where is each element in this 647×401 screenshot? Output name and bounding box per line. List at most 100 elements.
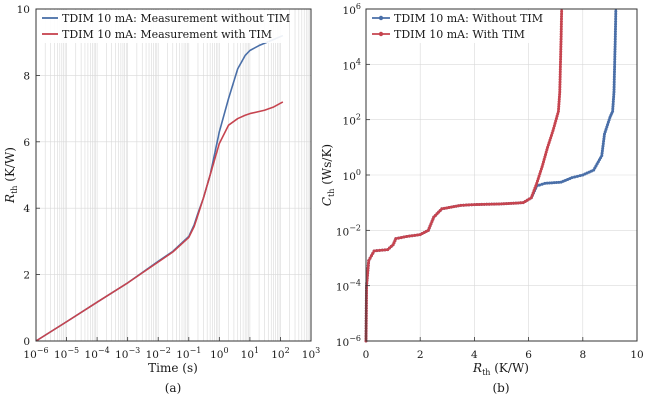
panel-b-y-tick-label-base: 10: [343, 116, 356, 128]
panel-a-x-tick-label-base: 10: [176, 349, 189, 361]
panel-b-data-marker-with-tim: [559, 25, 563, 29]
panel-b-data-marker-with-tim: [530, 193, 534, 197]
panel-b-data-marker-with-tim: [509, 201, 513, 205]
panel-a-x-tick-label-base: 10: [271, 349, 284, 361]
panel-a-series-line-without-tim: [35, 34, 284, 342]
panel-b-data-marker-with-tim: [550, 131, 554, 135]
panel-b-y-tick-label-base: 10: [336, 282, 349, 294]
panel-b-data-marker-with-tim: [554, 117, 558, 121]
panel-b-data-marker-without-tim: [613, 57, 617, 61]
panel-b-data-marker-with-tim: [551, 129, 555, 133]
panel-a-y-label-sub: th: [10, 186, 19, 194]
panel-b-data-marker-with-tim: [559, 37, 563, 41]
panel-b-y-tick-label: 10−4: [336, 279, 361, 294]
panel-b-data-marker-with-tim: [558, 85, 562, 89]
panel-b-data-marker-with-tim: [502, 202, 506, 206]
panel-b-data-marker-with-tim: [490, 202, 494, 206]
panel-b-data-marker-without-tim: [600, 151, 604, 155]
panel-a-x-tick-label-exponent: −6: [37, 346, 49, 355]
panel-a-x-tick-label-base: 10: [85, 349, 98, 361]
panel-b-data-marker-with-tim: [378, 248, 382, 252]
panel-b-y-tick-label-exponent: −2: [349, 223, 361, 232]
panel-b-data-marker-with-tim: [514, 201, 518, 205]
panel-b-data-marker-without-tim: [612, 80, 616, 84]
panel-b-data-marker-with-tim: [544, 153, 548, 157]
panel-b-y-label-rest: (Ws/K): [320, 144, 334, 189]
panel-b-data-marker-without-tim: [601, 142, 605, 146]
panel-a-y-label-main: R: [3, 194, 17, 204]
panel-b-data-marker-with-tim: [536, 177, 540, 181]
panel-b-data-marker-with-tim: [558, 65, 562, 69]
panel-b-x-tick-label: 4: [471, 349, 478, 361]
panel-b-data-marker-with-tim: [456, 204, 460, 208]
panel-b-data-marker-with-tim: [557, 95, 561, 99]
panel-b-data-marker-without-tim: [612, 85, 616, 89]
panel-b-caption: (b): [492, 381, 509, 395]
panel-b-data-marker-with-tim: [454, 204, 458, 208]
panel-b-legend-box: [368, 10, 540, 43]
panel-a-y-label-rest: (K/W): [3, 147, 17, 186]
panel-b-data-marker-with-tim: [556, 112, 560, 116]
panel-b-data-marker-without-tim: [602, 137, 606, 141]
panel-b-data-marker-without-tim: [614, 20, 618, 24]
panel-b-y-label-main: C: [320, 197, 334, 206]
panel-b-data-marker-with-tim: [366, 264, 370, 268]
panel-b-data-marker-with-tim: [541, 162, 545, 166]
panel-b-data-marker-with-tim: [477, 202, 481, 206]
panel-b-data-marker-without-tim: [612, 77, 616, 81]
panel-b-data-marker-without-tim: [611, 100, 615, 104]
panel-b-data-marker-without-tim: [612, 92, 616, 96]
panel-a-x-tick-label-base: 10: [54, 349, 67, 361]
panel-b-data-marker-with-tim: [537, 174, 541, 178]
panel-b-data-marker-without-tim: [613, 35, 617, 39]
panel-b-x-tick-label: 6: [525, 349, 532, 361]
panel-b-y-tick-label: 106: [343, 2, 361, 17]
panel-b-x-ticks: 0 2 4 6 8 10: [363, 337, 644, 361]
panel-b-data-marker-with-tim: [447, 206, 451, 210]
panel-b-data-marker-with-tim: [532, 189, 536, 193]
panel-b-data-marker-without-tim: [613, 65, 617, 69]
panel-a-x-tick-label: 102: [271, 346, 289, 361]
panel-b-data-marker-without-tim: [603, 130, 607, 134]
panel-b-data-marker-without-tim: [613, 40, 617, 44]
panel-a-x-tick-label-exponent: −2: [159, 346, 171, 355]
panel-b-data-marker-with-tim: [558, 62, 562, 66]
panel-b-data-marker-with-tim: [553, 121, 557, 125]
panel-b-data-marker-with-tim: [557, 100, 561, 104]
panel-b-data-marker-without-tim: [554, 181, 558, 185]
panel-a-x-tick-label: 10−1: [176, 346, 201, 361]
panel-a-x-tick-label-base: 10: [241, 349, 254, 361]
panel-b-y-tick-label-exponent: 0: [356, 168, 361, 177]
panel-b-data-marker-without-tim: [612, 70, 616, 74]
panel-b-data-marker-without-tim: [545, 181, 549, 185]
panel-b-data-marker-with-tim: [559, 57, 563, 61]
panel-b-y-tick-label-exponent: −4: [349, 279, 361, 288]
panel-b-data-marker-without-tim: [612, 82, 616, 86]
panel-b-data-marker-with-tim: [459, 203, 463, 207]
panel-b-data-marker-with-tim: [538, 172, 542, 176]
panel-b-data-marker-with-tim: [475, 203, 479, 207]
panel-b-data-marker-with-tim: [482, 202, 486, 206]
panel-b-y-tick-label: 100: [343, 168, 361, 183]
panel-b-y-tick-label: 102: [343, 113, 361, 128]
panel-b-data-marker-with-tim: [492, 202, 496, 206]
panel-b-y-tick-label-exponent: 2: [356, 113, 361, 122]
panel-b-data-marker-with-tim: [549, 133, 553, 137]
panel-b-data-marker-with-tim: [557, 105, 561, 108]
panel-b-data-marker-with-tim: [415, 233, 419, 237]
panel-b-data-marker-with-tim: [552, 126, 556, 130]
panel-b-data-marker-with-tim: [542, 160, 545, 164]
panel-a-legend-label-without-tim: TDIM 10 mA: Measurement without TIM: [62, 12, 290, 25]
panel-b-x-tick-label: 2: [417, 349, 424, 361]
panel-b-data-marker-without-tim: [613, 62, 617, 66]
panel-b-data-marker-with-tim: [558, 70, 562, 74]
panel-b-data-marker-with-tim: [485, 202, 489, 206]
panel-a-x-tick-label-base: 10: [23, 349, 36, 361]
panel-b-data-marker-with-tim: [548, 138, 552, 142]
panel-b-data-marker-with-tim: [531, 191, 535, 195]
panel-b-data-marker-without-tim: [552, 181, 556, 185]
panel-a-x-tick-label: 103: [302, 346, 320, 361]
panel-b-data-marker-without-tim: [548, 181, 552, 185]
panel-b-data-marker-without-tim: [614, 10, 618, 14]
